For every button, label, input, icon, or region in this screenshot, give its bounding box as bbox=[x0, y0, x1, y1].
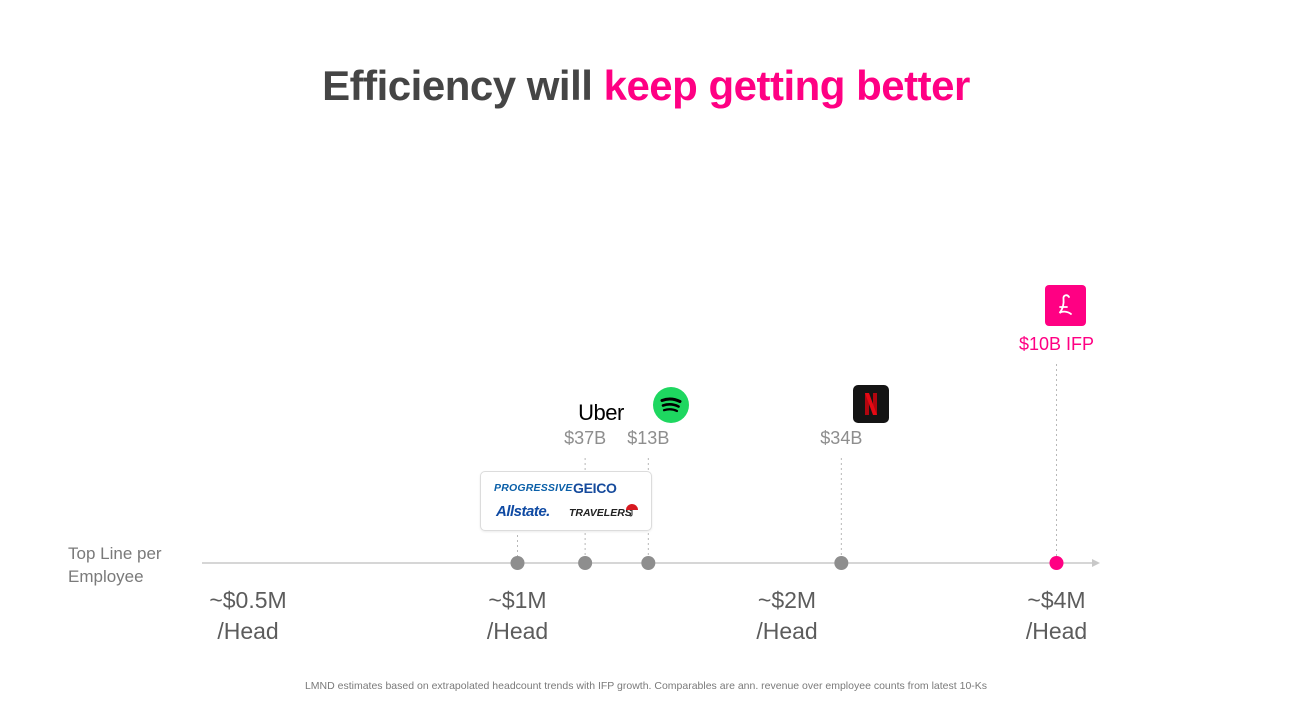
x-axis-arrow bbox=[1092, 559, 1100, 567]
data-point bbox=[1049, 556, 1064, 570]
geico-logo: GEICO bbox=[573, 480, 617, 496]
data-point bbox=[578, 556, 593, 570]
uber-logo: Uber bbox=[578, 400, 624, 425]
umbrella-icon bbox=[626, 504, 638, 517]
x-tick-label: ~$0.5M /Head bbox=[178, 585, 318, 647]
lemonade-icon bbox=[1045, 285, 1086, 326]
chart-title: Efficiency will keep getting better bbox=[0, 62, 1292, 110]
title-main: Efficiency will bbox=[322, 62, 604, 109]
data-point bbox=[834, 556, 849, 570]
tick-value: ~$0.5M bbox=[209, 587, 287, 613]
lemonade-value-label: $10B IFP bbox=[1018, 334, 1095, 354]
allstate-logo: Allstate. bbox=[496, 503, 550, 520]
spotify-value-label: $13B bbox=[627, 428, 670, 448]
tick-unit: /Head bbox=[217, 618, 279, 644]
insurers-logo-box: PROGRESSIVE GEICO Allstate. TRAVELERS bbox=[480, 471, 652, 531]
x-tick-label: ~$2M /Head bbox=[717, 585, 857, 647]
points-group bbox=[510, 556, 1064, 570]
tick-unit: /Head bbox=[756, 618, 818, 644]
title-accent: keep getting better bbox=[603, 62, 971, 109]
spotify-icon bbox=[653, 387, 689, 423]
axis-label-line1: Top Line per bbox=[68, 544, 162, 563]
travelers-logo: TRAVELERS bbox=[569, 507, 632, 519]
axis-label: Top Line per Employee bbox=[68, 542, 162, 588]
x-tick-label: ~$4M /Head bbox=[987, 585, 1127, 647]
netflix-value-label: $34B bbox=[820, 428, 863, 448]
data-point bbox=[510, 556, 525, 570]
progressive-logo: PROGRESSIVE bbox=[494, 482, 573, 494]
footnote: LMND estimates based on extrapolated hea… bbox=[304, 680, 988, 692]
uber-value-label: $37B bbox=[564, 428, 607, 448]
netflix-icon bbox=[853, 385, 889, 423]
x-tick-label: ~$1M /Head bbox=[448, 585, 588, 647]
tick-value: ~$4M bbox=[1027, 587, 1086, 613]
tick-value: ~$1M bbox=[488, 587, 547, 613]
data-point bbox=[641, 556, 656, 570]
tick-value: ~$2M bbox=[757, 587, 817, 613]
tick-unit: /Head bbox=[486, 618, 549, 644]
tick-unit: /Head bbox=[1025, 618, 1088, 644]
axis-label-line2: Employee bbox=[68, 567, 144, 586]
